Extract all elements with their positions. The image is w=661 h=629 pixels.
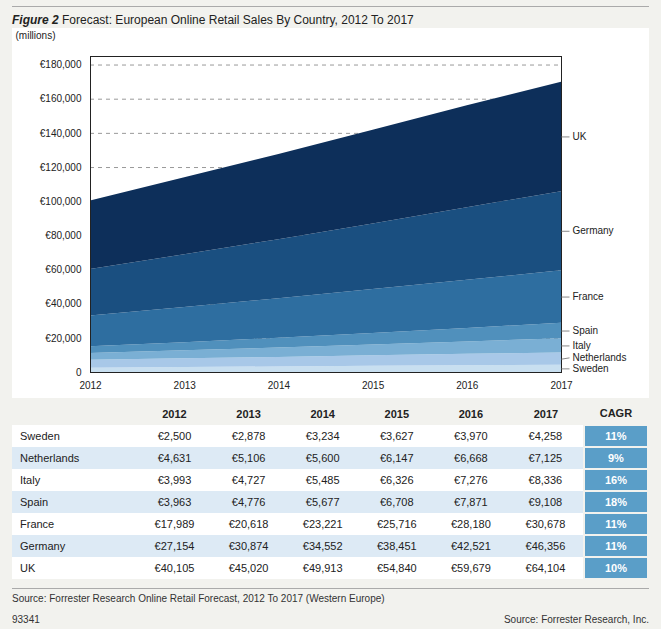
html-text:2012: 2012 — [162, 407, 187, 420]
html-text:€5,106: €5,106 — [231, 452, 266, 464]
html-text:Figure 2 Forecast: European On: Figure 2 Forecast: European Online Retai… — [12, 13, 414, 27]
svg-text:2013: 2013 — [174, 380, 197, 391]
svg-text:(millions): (millions) — [16, 30, 56, 41]
html-text:€6,668: €6,668 — [454, 452, 488, 464]
html-text:€9,108: €9,108 — [528, 496, 563, 508]
html-text:CAGR: CAGR — [599, 407, 633, 419]
svg-text:2014: 2014 — [268, 380, 291, 391]
html-text:€2,500: €2,500 — [157, 430, 192, 442]
html-text:€7,871: €7,871 — [454, 496, 488, 508]
html-text:€20,618: €20,618 — [228, 518, 269, 530]
html-text:€38,451: €38,451 — [376, 540, 417, 552]
svg-text:€180,000: €180,000 — [40, 59, 82, 70]
svg-text:2012: 2012 — [79, 380, 102, 391]
html-text:France: France — [20, 518, 55, 530]
svg-text:Sweden: Sweden — [573, 363, 609, 374]
html-text:€64,104: €64,104 — [525, 562, 566, 574]
svg-text:€160,000: €160,000 — [40, 93, 82, 104]
html-text:18%: 18% — [604, 496, 627, 508]
svg-text:UK: UK — [573, 131, 587, 142]
svg-text:€100,000: €100,000 — [40, 196, 82, 207]
html-text:€4,258: €4,258 — [528, 430, 563, 442]
html-text:€23,221: €23,221 — [302, 518, 343, 530]
html-text:€28,180: €28,180 — [451, 518, 491, 530]
html-text:10%: 10% — [604, 562, 627, 574]
html-text:€3,970: €3,970 — [454, 430, 488, 442]
svg-text:2016: 2016 — [456, 380, 479, 391]
svg-text:2015: 2015 — [362, 380, 385, 391]
html-text:€7,125: €7,125 — [528, 452, 563, 464]
html-text:Netherlands: Netherlands — [20, 452, 80, 464]
html-text:€5,485: €5,485 — [305, 474, 340, 486]
html-text:€45,020: €45,020 — [228, 562, 269, 574]
html-text:€17,989: €17,989 — [154, 518, 195, 530]
html-text:Source: Forrester Research, In: Source: Forrester Research, Inc. — [503, 614, 649, 625]
html-text:€42,521: €42,521 — [451, 540, 491, 552]
html-text:€6,326: €6,326 — [380, 474, 414, 486]
html-text:€8,336: €8,336 — [528, 474, 563, 486]
svg-text:€80,000: €80,000 — [45, 230, 82, 241]
html-text:€7,276: €7,276 — [454, 474, 488, 486]
html-text:2017: 2017 — [533, 407, 559, 420]
svg-text:France: France — [573, 291, 605, 302]
html-text:€6,708: €6,708 — [380, 496, 414, 508]
svg-text:€40,000: €40,000 — [45, 298, 82, 309]
html-text:€3,963: €3,963 — [157, 496, 192, 508]
html-text:€27,154: €27,154 — [154, 540, 195, 552]
html-text:€30,678: €30,678 — [525, 518, 566, 530]
html-text:16%: 16% — [604, 474, 627, 486]
html-text:11%: 11% — [605, 430, 627, 442]
svg-text:Netherlands: Netherlands — [573, 352, 627, 363]
html-text:Spain: Spain — [20, 496, 49, 508]
html-text:€25,716: €25,716 — [376, 518, 417, 530]
html-text:€3,993: €3,993 — [157, 474, 192, 486]
html-text:€54,840: €54,840 — [376, 562, 417, 574]
html-text:€30,874: €30,874 — [228, 540, 269, 552]
html-text:Sweden: Sweden — [20, 430, 60, 442]
html-text:€3,234: €3,234 — [305, 430, 340, 442]
html-text:Germany: Germany — [20, 540, 66, 552]
html-text:Italy: Italy — [20, 474, 41, 486]
svg-text:€60,000: €60,000 — [45, 264, 82, 275]
svg-text:Spain: Spain — [573, 325, 599, 336]
html-text:€46,356: €46,356 — [525, 540, 566, 552]
svg-text:2017: 2017 — [550, 380, 573, 391]
html-text:€3,627: €3,627 — [380, 430, 414, 442]
html-text:9%: 9% — [608, 452, 624, 464]
html-text:11%: 11% — [605, 540, 627, 552]
html-text:€2,878: €2,878 — [231, 430, 266, 442]
html-text:€4,776: €4,776 — [231, 496, 266, 508]
html-text:€59,679: €59,679 — [451, 562, 491, 574]
html-text:2016: 2016 — [458, 407, 484, 420]
html-text:2013: 2013 — [236, 407, 261, 420]
html-text:€5,677: €5,677 — [305, 496, 340, 508]
html-text:€40,105: €40,105 — [154, 562, 195, 574]
svg-text:Germany: Germany — [573, 225, 614, 236]
svg-text:0: 0 — [76, 367, 82, 378]
html-text:€49,913: €49,913 — [302, 562, 343, 574]
svg-text:€20,000: €20,000 — [45, 333, 82, 344]
html-text:€5,600: €5,600 — [305, 452, 340, 464]
html-text:2015: 2015 — [384, 407, 409, 420]
html-text:€4,727: €4,727 — [231, 474, 266, 486]
svg-text:Italy: Italy — [573, 340, 591, 351]
svg-text:€120,000: €120,000 — [40, 162, 82, 173]
html-text:Source: Forrester Research Onl: Source: Forrester Research Online Retail… — [12, 593, 385, 604]
html-text:11%: 11% — [605, 518, 627, 530]
html-text:€34,552: €34,552 — [302, 540, 343, 552]
html-text:2014: 2014 — [310, 407, 335, 420]
html-text:UK: UK — [20, 562, 36, 574]
svg-text:€140,000: €140,000 — [40, 128, 82, 139]
html-text:€4,631: €4,631 — [157, 452, 192, 464]
html-text:93341: 93341 — [12, 614, 40, 625]
html-text:€6,147: €6,147 — [380, 452, 414, 464]
